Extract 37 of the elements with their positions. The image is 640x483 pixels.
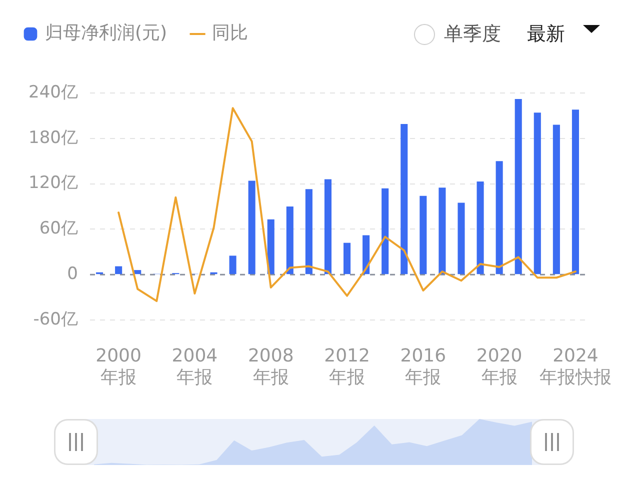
y-tick-label: 0: [67, 264, 78, 284]
bar: [324, 179, 332, 274]
y-tick-label: 180亿: [28, 128, 78, 148]
bar: [134, 270, 142, 274]
bar: [438, 188, 446, 274]
bar: [229, 256, 236, 274]
bar: [400, 124, 408, 274]
x-tick-label: 2012 年报: [324, 345, 370, 388]
text: 单季度: [444, 23, 501, 45]
y-tick-label: 120亿: [28, 173, 78, 194]
bar: [476, 182, 484, 274]
bar: [305, 189, 312, 274]
x-tick-label: 2004 年报: [172, 345, 218, 388]
bar: [115, 266, 122, 274]
bar: [552, 124, 560, 274]
bar: [458, 202, 465, 274]
bar: [248, 180, 256, 274]
x-tick-label: 2024 年报快报: [539, 345, 612, 388]
y-tick-label: 60亿: [39, 218, 78, 239]
x-tick-label: 2000 年报: [96, 345, 142, 388]
x-tick-label: 2008 年报: [248, 345, 294, 388]
x-tick-label: 2016 年报: [400, 345, 446, 388]
legend-label: 归母净利润(元): [45, 22, 168, 44]
bar: [343, 242, 351, 274]
bar: [514, 99, 522, 274]
bar: [496, 161, 503, 274]
text: 最新: [527, 23, 565, 45]
legend-label: 同比: [212, 22, 248, 44]
bar: [420, 196, 427, 274]
bar: [286, 206, 294, 274]
bar: [572, 110, 580, 274]
y-tick-label: 240亿: [28, 82, 78, 102]
x-tick-label: 2020 年报: [476, 345, 522, 388]
bar: [534, 112, 541, 274]
y-tick-label: -60亿: [33, 309, 78, 330]
bar: [267, 219, 274, 274]
bar: [382, 188, 389, 274]
